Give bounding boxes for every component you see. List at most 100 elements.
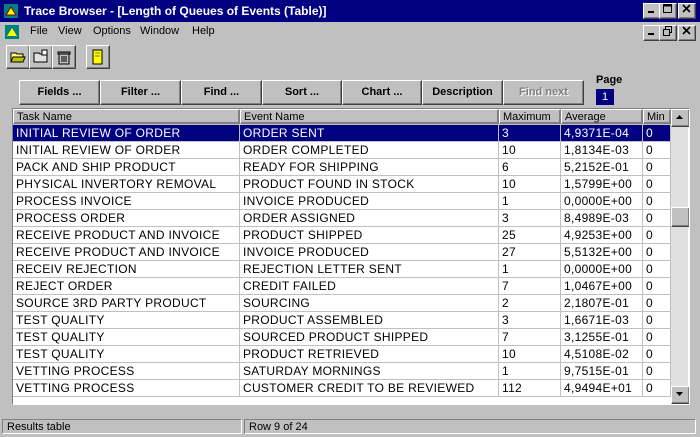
- sort-button[interactable]: Sort ...: [262, 80, 342, 105]
- table-cell: 4,5108E-02: [561, 346, 643, 363]
- table-row[interactable]: TEST QUALITY PRODUCT RETRIEVED 10 4,5108E-0…: [13, 346, 671, 363]
- table-cell: INITIAL REVIEW OF ORDER: [13, 142, 240, 159]
- table-row[interactable]: TEST QUALITY PRODUCT ASSEMBLED 3 1,6671E-03…: [13, 312, 671, 329]
- table-cell: 10: [499, 176, 561, 193]
- status-message: Results table: [2, 419, 242, 434]
- table-row[interactable]: TEST QUALITY SOURCED PRODUCT SHIPPED 7 3,12…: [13, 329, 671, 346]
- table-row[interactable]: RECEIVE PRODUCT AND INVOICE PRODUCT SHIPP…: [13, 227, 671, 244]
- table-cell: 0: [643, 380, 671, 397]
- results-table[interactable]: Task Name Event Name Maximum Average Min INI…: [12, 108, 690, 405]
- table-row[interactable]: VETTING PROCESS CUSTOMER CREDIT TO BE REV…: [13, 380, 671, 397]
- table-cell: 3: [499, 210, 561, 227]
- table-cell: 1,0467E+00: [561, 278, 643, 295]
- menu-help[interactable]: Help: [192, 25, 215, 37]
- fields-button[interactable]: Fields ...: [19, 80, 100, 105]
- note-button[interactable]: [86, 45, 110, 69]
- table-row[interactable]: SOURCE 3RD PARTY PRODUCT SOURCING 2 2,1807E…: [13, 295, 671, 312]
- folder-button[interactable]: [29, 45, 53, 69]
- table-cell: 6: [499, 159, 561, 176]
- child-restore-button[interactable]: [659, 25, 677, 41]
- window-title: Trace Browser - [Length of Queues of Eve…: [24, 4, 327, 18]
- document-icon[interactable]: [4, 24, 20, 40]
- column-header[interactable]: Task Name: [13, 109, 240, 124]
- table-cell: TEST QUALITY: [13, 312, 240, 329]
- restore-icon: [663, 26, 672, 36]
- child-close-button[interactable]: [678, 25, 696, 41]
- menu-view[interactable]: View: [58, 25, 82, 37]
- table-cell: SOURCED PRODUCT SHIPPED: [240, 329, 499, 346]
- table-cell: 0: [643, 261, 671, 278]
- close-button[interactable]: [678, 3, 696, 19]
- table-cell: 112: [499, 380, 561, 397]
- table-row[interactable]: RECEIV REJECTION REJECTION LETTER SENT 1 0,…: [13, 261, 671, 278]
- column-header[interactable]: Average: [561, 109, 643, 124]
- table-row[interactable]: INITIAL REVIEW OF ORDER ORDER SENT 3 4,9371…: [13, 125, 671, 142]
- table-cell: PRODUCT ASSEMBLED: [240, 312, 499, 329]
- table-cell: 25: [499, 227, 561, 244]
- table-cell: 3: [499, 312, 561, 329]
- table-cell: RECEIV REJECTION: [13, 261, 240, 278]
- page-number[interactable]: 1: [596, 89, 614, 105]
- column-header[interactable]: Min: [643, 109, 671, 124]
- scroll-thumb[interactable]: [671, 207, 689, 227]
- column-header[interactable]: Maximum: [499, 109, 561, 124]
- close-icon: [682, 26, 691, 35]
- arrow-up-icon: [676, 115, 683, 119]
- table-cell: 1,6671E-03: [561, 312, 643, 329]
- table-cell: 2,1807E-01: [561, 295, 643, 312]
- table-cell: INVOICE PRODUCED: [240, 244, 499, 261]
- app-icon[interactable]: [3, 3, 19, 19]
- table-cell: 1,5799E+00: [561, 176, 643, 193]
- menu-window[interactable]: Window: [140, 25, 180, 37]
- find-next-button[interactable]: Find next: [503, 80, 584, 105]
- table-cell: 8,4989E-03: [561, 210, 643, 227]
- scroll-up-button[interactable]: [671, 109, 689, 127]
- table-cell: 10: [499, 142, 561, 159]
- table-cell: INITIAL REVIEW OF ORDER: [13, 125, 240, 142]
- table-header: Task Name Event Name Maximum Average Min: [13, 109, 671, 125]
- column-header[interactable]: Event Name: [240, 109, 499, 124]
- filter-button[interactable]: Filter ...: [100, 80, 181, 105]
- table-row[interactable]: RECEIVE PRODUCT AND INVOICE INVOICE PRODU…: [13, 244, 671, 261]
- table-cell: PROCESS INVOICE: [13, 193, 240, 210]
- minimize-icon: [648, 11, 654, 13]
- find-button[interactable]: Find ...: [181, 80, 262, 105]
- table-row[interactable]: PACK AND SHIP PRODUCT READY FOR SHIPPING 6…: [13, 159, 671, 176]
- table-cell: 4,9253E+00: [561, 227, 643, 244]
- table-cell: SOURCING: [240, 295, 499, 312]
- table-cell: 0: [643, 176, 671, 193]
- arrow-down-icon: [676, 392, 683, 396]
- table-cell: PROCESS ORDER: [13, 210, 240, 227]
- maximize-button[interactable]: [659, 3, 677, 19]
- description-button[interactable]: Description: [422, 80, 503, 105]
- table-cell: 1: [499, 261, 561, 278]
- menu-file[interactable]: File: [30, 25, 48, 37]
- scroll-down-button[interactable]: [671, 386, 689, 404]
- table-cell: TEST QUALITY: [13, 329, 240, 346]
- table-row[interactable]: PROCESS INVOICE INVOICE PRODUCED 1 0,0000E+…: [13, 193, 671, 210]
- table-row[interactable]: INITIAL REVIEW OF ORDER ORDER COMPLETED 10…: [13, 142, 671, 159]
- trash-button[interactable]: [52, 45, 76, 69]
- table-cell: 0: [643, 159, 671, 176]
- menu-bar: File View Options Window Help: [0, 22, 700, 42]
- table-cell: VETTING PROCESS: [13, 380, 240, 397]
- table-cell: 4,9371E-04: [561, 125, 643, 142]
- table-cell: 0: [643, 227, 671, 244]
- title-bar[interactable]: Trace Browser - [Length of Queues of Eve…: [0, 0, 700, 22]
- table-row[interactable]: VETTING PROCESS SATURDAY MORNINGS 1 9,7515E…: [13, 363, 671, 380]
- table-row[interactable]: REJECT ORDER CREDIT FAILED 7 1,0467E+00 0: [13, 278, 671, 295]
- table-row[interactable]: PROCESS ORDER ORDER ASSIGNED 3 8,4989E-03 0: [13, 210, 671, 227]
- table-cell: 0: [643, 142, 671, 159]
- table-cell: 5,2152E-01: [561, 159, 643, 176]
- table-cell: 7: [499, 278, 561, 295]
- vertical-scrollbar[interactable]: [671, 109, 689, 404]
- table-cell: PRODUCT RETRIEVED: [240, 346, 499, 363]
- table-cell: 0: [643, 329, 671, 346]
- table-row[interactable]: PHYSICAL INVERTORY REMOVAL PRODUCT FOUND …: [13, 176, 671, 193]
- table-cell: ORDER ASSIGNED: [240, 210, 499, 227]
- toolbar: [0, 42, 700, 70]
- chart-button[interactable]: Chart ...: [342, 80, 422, 105]
- table-cell: 3,1255E-01: [561, 329, 643, 346]
- menu-options[interactable]: Options: [93, 25, 131, 37]
- open-button[interactable]: [6, 45, 30, 69]
